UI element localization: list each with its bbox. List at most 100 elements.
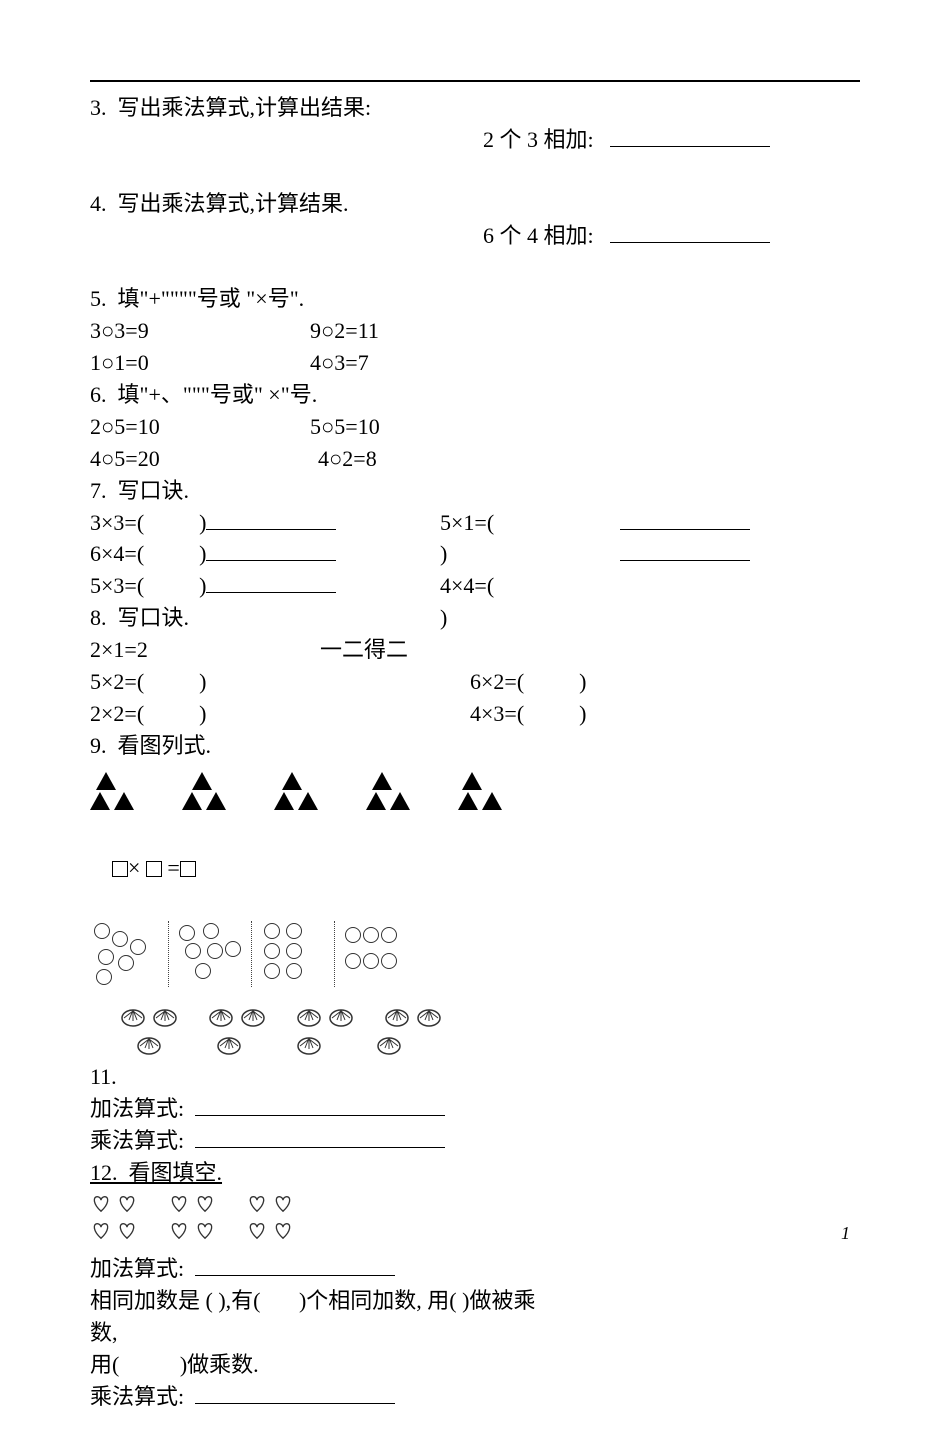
triangle-icon [114,792,134,810]
q11-num: 11. [90,1061,860,1093]
q3-right-text: 2 个 3 相加: [483,127,594,152]
q7-l2-blank[interactable] [206,538,336,561]
q9-form: × = [90,820,860,916]
q11-add-blank[interactable] [195,1093,445,1116]
triangle-icon [372,772,392,790]
shell-icon [152,1005,178,1027]
q4-right-text: 6 个 4 相加: [483,223,594,248]
worksheet-page: 3. 写出乘法算式,计算出结果: 2 个 3 相加: 4. 写出乘法算式,计算结… [0,0,950,1452]
q7-l2-text: 6×4=( [90,541,144,566]
square-blank-icon[interactable] [180,861,196,877]
q7-r3c: 4×4=( [440,570,620,602]
q7-r2-blank-wrap [620,538,750,570]
triangle-figure [90,772,860,810]
tri-row-1 [90,772,860,790]
circles-figure [90,921,860,987]
shell-icon [384,1005,410,1027]
q4-blank[interactable] [610,220,770,243]
q7-l3-text: 5×3=( [90,573,144,598]
heart-icon [194,1193,218,1218]
triangle-icon [390,792,410,810]
q5-r2: 1○1=0 4○3=7 [90,347,860,379]
q7-l1: 3×3=( ) [90,507,440,539]
q12-line4: 用( )做乘数. [90,1349,860,1381]
circle-icon [264,923,280,939]
circ-cell-1 [90,921,169,987]
tri-group-4-bot [366,792,410,810]
heart-icon [90,1220,114,1245]
circle-icon [96,969,112,985]
circle-icon [207,943,223,959]
shell-icon [376,1033,402,1055]
heart-icon [272,1220,296,1245]
q6-prompt: 6. 填"+、"""号或" ×"号. [90,379,860,411]
q12-mul-label: 乘法算式: [90,1384,184,1409]
q4-right: 6 个 4 相加: [450,188,770,284]
shell-icon [296,1033,322,1055]
q8-l2: 2×2=( ) [90,698,470,730]
tri-group-2-top [192,772,212,790]
circ-cell-2 [173,921,252,987]
tri-row-2 [90,792,860,810]
q7-r1-blank-wrap [620,507,750,539]
q7-l1-blank[interactable] [206,507,336,530]
circle-icon [363,953,379,969]
circle-icon [264,963,280,979]
top-rule [90,80,860,82]
q8-ex-r: 一二得二 [320,634,408,666]
heart-block-1 [90,1193,140,1245]
circle-icon [286,923,302,939]
triangle-icon [182,792,202,810]
shell-icon [296,1005,322,1027]
q12-line2: 相同加数是 ( ),有( )个相同加数, 用( )做被乘 [90,1285,860,1317]
q7-l1-text: 3×3=( [90,510,144,535]
heart-icon [246,1220,270,1245]
q4-prompt: 4. 写出乘法算式,计算结果. [90,188,450,284]
q12-add: 加法算式: [90,1253,860,1285]
circ-cell-4 [339,921,417,987]
q12-mul-blank[interactable] [195,1381,395,1404]
shell-gap [184,1005,202,1027]
q11-add-label: 加法算式: [90,1096,184,1121]
shell-icon [240,1005,266,1027]
q7-l3-blank[interactable] [206,570,336,593]
shell-icon [328,1005,354,1027]
q12-add-blank[interactable] [195,1253,395,1276]
triangle-icon [96,772,116,790]
q7-l2: 6×4=( ) [90,538,440,570]
q8-r2c: 4×3=( ) [470,698,586,730]
q5-r2b: 4○3=7 [310,347,369,379]
shell-icon [216,1033,242,1055]
heart-icon [246,1193,270,1218]
circle-icon [225,941,241,957]
q11-mul-label: 乘法算式: [90,1128,184,1153]
triangle-icon [206,792,226,810]
triangle-icon [90,792,110,810]
shell-gap [272,1005,290,1027]
tri-group-2-bot [182,792,226,810]
circ-cell-3 [256,921,335,987]
q7-r1-blank[interactable] [620,507,750,530]
q8-ex-l: 2×1=2 [90,634,320,666]
square-blank-icon[interactable] [146,861,162,877]
q12-mul: 乘法算式: [90,1381,860,1413]
q7-l3: 5×3=( ) [90,570,440,602]
heart-block-2 [168,1193,218,1245]
q5-r1: 3○3=9 9○2=11 [90,315,860,347]
hearts-figure [90,1193,860,1245]
shell-icon [136,1033,162,1055]
q7-r2: 6×4=( ) ) [90,538,860,570]
q3-blank[interactable] [610,124,770,147]
q8-r2: 2×2=( ) 4×3=( ) [90,698,860,730]
q3-right: 2 个 3 相加: [450,92,770,188]
triangle-icon [192,772,212,790]
q11-mul-blank[interactable] [195,1125,445,1148]
heart-icon [168,1193,192,1218]
q7-r1: 5×1=( [440,507,620,539]
square-blank-icon[interactable] [112,861,128,877]
q7-r2-blank[interactable] [620,538,750,561]
heart-block-3 [246,1193,296,1245]
heart-icon [272,1193,296,1218]
circle-icon [286,943,302,959]
q12-add-label: 加法算式: [90,1256,184,1281]
